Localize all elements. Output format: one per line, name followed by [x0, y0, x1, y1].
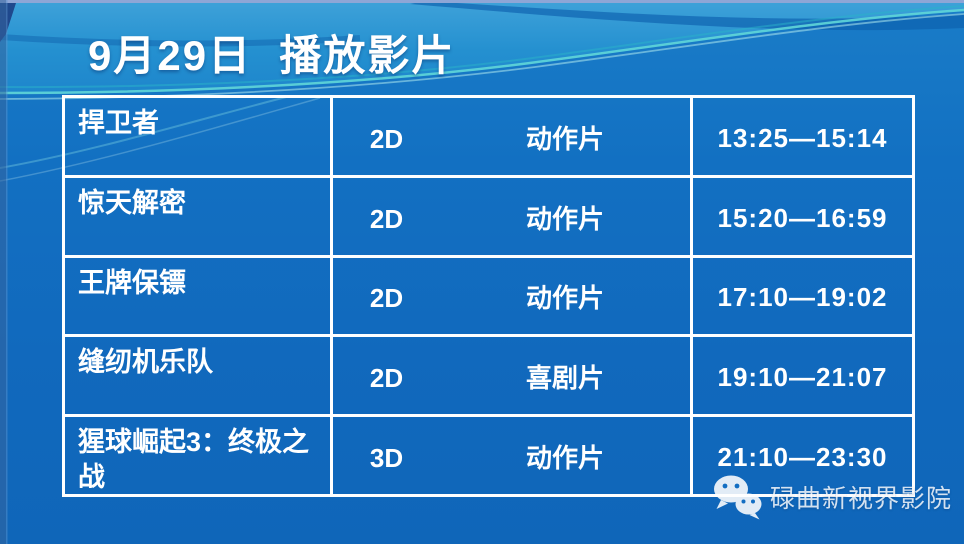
genre-label: 动作片: [526, 123, 605, 154]
genre-label: 喜剧片: [526, 363, 605, 394]
table-row: 惊天解密 2D 动作片 15:20—16:59: [65, 177, 912, 258]
movie-name-cell: 王牌保镖: [65, 257, 333, 335]
format-genre-cell: 2D 喜剧片: [333, 337, 693, 415]
movie-schedule-table: 捍卫者 2D 动作片 13:25—15:14 惊天解密 2D 动作片 15:20…: [62, 95, 915, 497]
movie-name-cell: 缝纫机乐队: [65, 337, 333, 415]
format-genre-cell: 2D 动作片: [333, 257, 693, 335]
format-genre-cell: 3D 动作片: [333, 417, 693, 494]
table-row: 缝纫机乐队 2D 喜剧片 19:10—21:07: [65, 337, 912, 418]
showtime-cell: 21:10—23:30: [717, 442, 888, 473]
table-row: 猩球崛起3：终极之战 3D 动作片 21:10—23:30: [65, 417, 912, 494]
showtime-cell: 13:25—15:14: [717, 122, 888, 153]
format-label: 2D: [369, 283, 404, 314]
table-row: 捍卫者 2D 动作片 13:25—15:14: [65, 98, 912, 178]
movie-name-cell: 捍卫者: [65, 98, 333, 175]
format-genre-cell: 2D 动作片: [333, 98, 693, 175]
movie-name-cell: 惊天解密: [65, 177, 333, 255]
wechat-icon: [714, 475, 762, 520]
format-label: 2D: [369, 203, 404, 234]
movie-name-cell: 猩球崛起3：终极之战: [65, 417, 333, 494]
format-label: 2D: [369, 123, 404, 154]
genre-label: 动作片: [526, 443, 605, 474]
watermark-text: 碌曲新视界影院: [770, 485, 953, 513]
watermark: 碌曲新视界影院: [712, 474, 952, 520]
format-label: 3D: [369, 443, 404, 474]
slide-title: 9月29日 播放影片: [88, 32, 456, 79]
showtime-cell: 19:10—21:07: [717, 362, 888, 393]
table-row: 王牌保镖 2D 动作片 17:10—19:02: [65, 257, 912, 338]
format-genre-cell: 2D 动作片: [333, 177, 693, 255]
genre-label: 动作片: [526, 283, 605, 314]
showtime-cell: 17:10—19:02: [717, 282, 888, 313]
format-label: 2D: [369, 363, 404, 394]
showtime-cell: 15:20—16:59: [717, 202, 888, 233]
genre-label: 动作片: [526, 203, 605, 234]
